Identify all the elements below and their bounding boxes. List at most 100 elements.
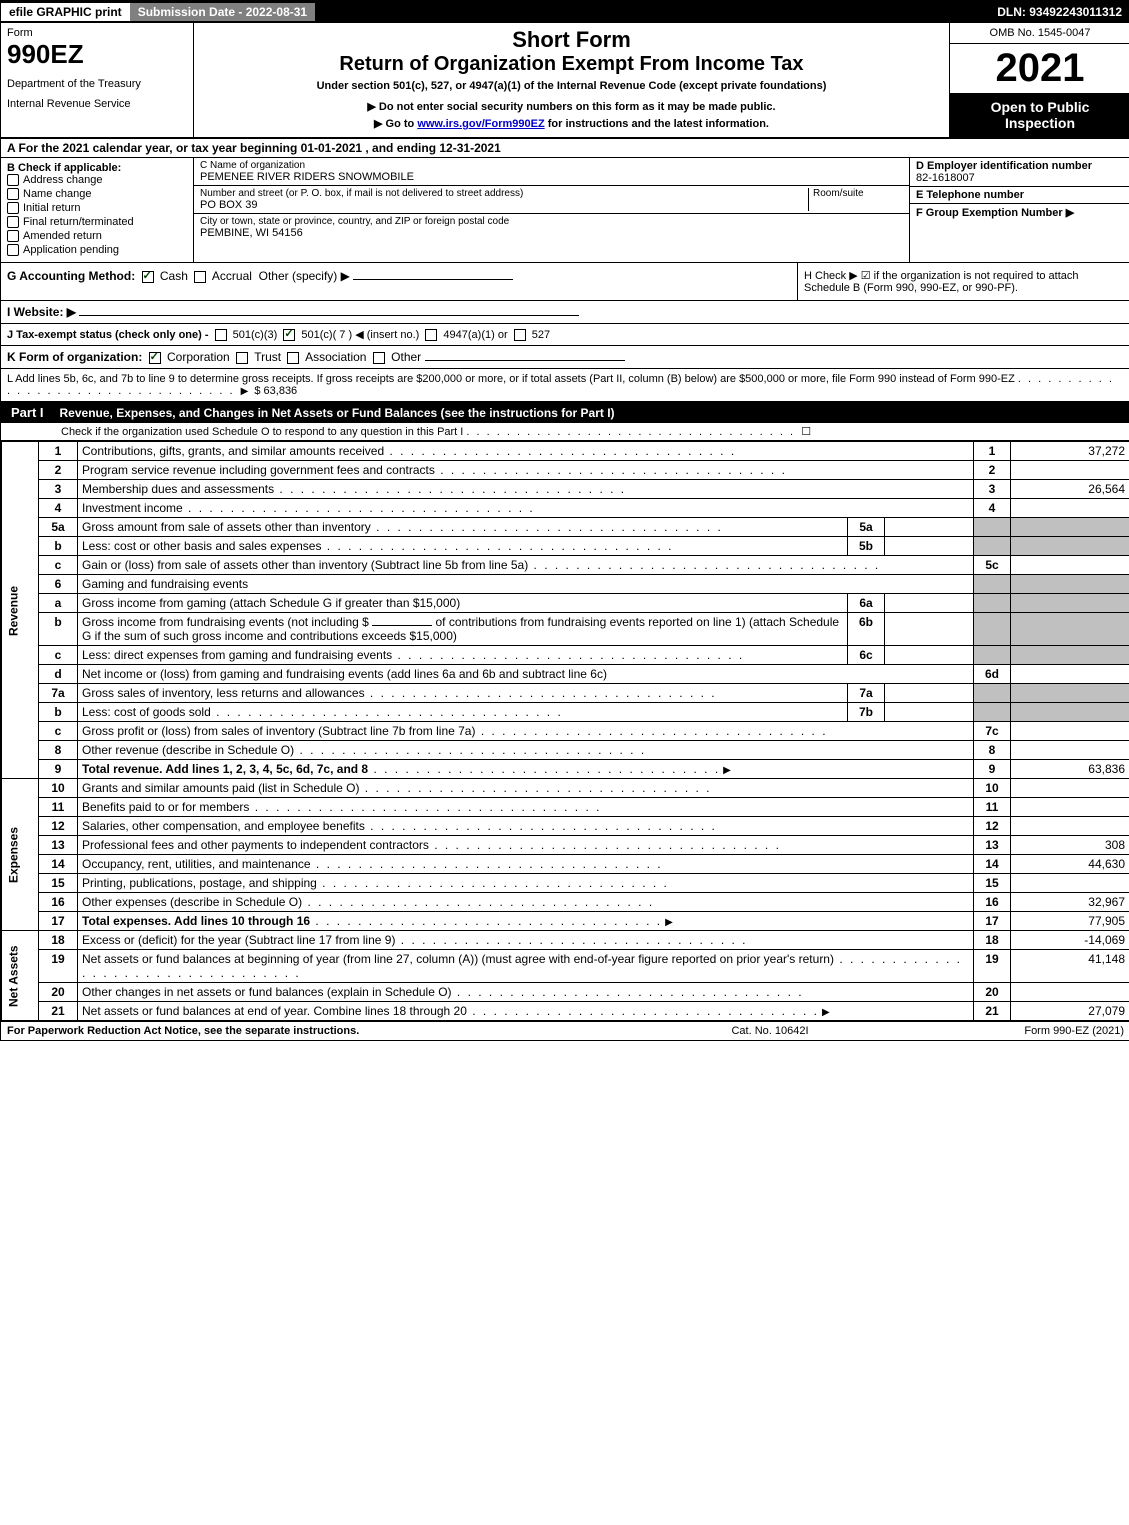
line-13: 13 Professional fees and other payments … <box>2 836 1129 855</box>
goto-link[interactable]: www.irs.gov/Form990EZ <box>417 118 544 130</box>
line7b-shade <box>974 703 1011 722</box>
check-initial-return[interactable]: Initial return <box>7 202 187 214</box>
section-i: I Website: ▶ <box>1 301 1129 324</box>
line14-num: 14 <box>39 855 78 874</box>
line17-col: 17 <box>974 912 1011 931</box>
part1-table: Revenue 1 Contributions, gifts, grants, … <box>1 441 1129 1021</box>
line20-desc: Other changes in net assets or fund bala… <box>78 983 974 1002</box>
line11-num: 11 <box>39 798 78 817</box>
line6b-blank[interactable] <box>372 625 432 626</box>
check-trust[interactable] <box>236 352 248 364</box>
short-form-title: Short Form <box>204 27 939 53</box>
other-specify-line[interactable] <box>353 279 513 280</box>
line16-desc: Other expenses (describe in Schedule O) <box>78 893 974 912</box>
line6c-shade <box>974 646 1011 665</box>
line5b-minival <box>885 537 974 556</box>
part1-label: Part I <box>1 402 54 423</box>
label-501c: 501(c)( 7 ) ◀ (insert no.) <box>301 329 419 341</box>
line-17: 17 Total expenses. Add lines 10 through … <box>2 912 1129 931</box>
line7a-shade2 <box>1011 684 1129 703</box>
check-application-pending[interactable]: Application pending <box>7 244 187 256</box>
line6-shade <box>974 575 1011 594</box>
check-association[interactable] <box>287 352 299 364</box>
line6c-mini: 6c <box>848 646 885 665</box>
line17-amount: 77,905 <box>1011 912 1129 931</box>
line4-col: 4 <box>974 499 1011 518</box>
line13-desc: Professional fees and other payments to … <box>78 836 974 855</box>
line-18: Net Assets 18 Excess or (deficit) for th… <box>2 931 1129 950</box>
line19-amount: 41,148 <box>1011 950 1129 983</box>
line-7c: c Gross profit or (loss) from sales of i… <box>2 722 1129 741</box>
part1-check-row: Check if the organization used Schedule … <box>1 423 1129 441</box>
check-4947[interactable] <box>425 329 437 341</box>
check-527[interactable] <box>514 329 526 341</box>
ein-cell: D Employer identification number 82-1618… <box>910 158 1129 187</box>
other-org-line[interactable] <box>425 360 625 361</box>
check-final-return[interactable]: Final return/terminated <box>7 216 187 228</box>
line18-col: 18 <box>974 931 1011 950</box>
footer-left: For Paperwork Reduction Act Notice, see … <box>7 1025 516 1037</box>
line11-desc: Benefits paid to or for members <box>78 798 974 817</box>
line5b-mini: 5b <box>848 537 885 556</box>
header-center: Short Form Return of Organization Exempt… <box>194 23 949 137</box>
line4-amount <box>1011 499 1129 518</box>
do-not-enter-text: ▶ Do not enter social security numbers o… <box>204 100 939 113</box>
omb-number: OMB No. 1545-0047 <box>950 23 1129 44</box>
check-501c3[interactable] <box>215 329 227 341</box>
line21-amount: 27,079 <box>1011 1002 1129 1021</box>
line-9: 9 Total revenue. Add lines 1, 2, 3, 4, 5… <box>2 760 1129 779</box>
check-corporation[interactable] <box>149 352 161 364</box>
line-21: 21 Net assets or fund balances at end of… <box>2 1002 1129 1021</box>
goto-suffix: for instructions and the latest informat… <box>545 118 769 130</box>
line15-num: 15 <box>39 874 78 893</box>
line6-num: 6 <box>39 575 78 594</box>
footer-mid: Cat. No. 10642I <box>516 1025 1025 1037</box>
line6b-desc: Gross income from fundraising events (no… <box>78 613 848 646</box>
check-amended-return[interactable]: Amended return <box>7 230 187 242</box>
org-name-label: C Name of organization <box>200 160 903 171</box>
line7c-col: 7c <box>974 722 1011 741</box>
line13-amount: 308 <box>1011 836 1129 855</box>
label-527: 527 <box>532 329 550 341</box>
check-accrual[interactable] <box>194 271 206 283</box>
line6a-minival <box>885 594 974 613</box>
line-19: 19 Net assets or fund balances at beginn… <box>2 950 1129 983</box>
form-of-org-label: K Form of organization: <box>7 350 142 364</box>
line2-amount <box>1011 461 1129 480</box>
line-7b: b Less: cost of goods sold 7b <box>2 703 1129 722</box>
line-8: 8 Other revenue (describe in Schedule O)… <box>2 741 1129 760</box>
check-name-change[interactable]: Name change <box>7 188 187 200</box>
check-other-org[interactable] <box>373 352 385 364</box>
check-501c[interactable] <box>283 329 295 341</box>
line5a-shade <box>974 518 1011 537</box>
tax-year: 2021 <box>950 44 1129 93</box>
line14-amount: 44,630 <box>1011 855 1129 874</box>
line6d-col: 6d <box>974 665 1011 684</box>
line13-col: 13 <box>974 836 1011 855</box>
website-line[interactable] <box>79 315 579 316</box>
part1-header: Part I Revenue, Expenses, and Changes in… <box>1 402 1129 423</box>
line3-col: 3 <box>974 480 1011 499</box>
line4-desc: Investment income <box>78 499 974 518</box>
section-l-amount: $ 63,836 <box>254 385 297 397</box>
org-name-value: PEMENEE RIVER RIDERS SNOWMOBILE <box>200 171 903 183</box>
efile-label[interactable]: efile GRAPHIC print <box>1 3 130 21</box>
department-label: Department of the Treasury <box>7 78 187 90</box>
telephone-cell: E Telephone number <box>910 187 1129 204</box>
check-address-change[interactable]: Address change <box>7 174 187 186</box>
section-k: K Form of organization: Corporation Trus… <box>1 346 1129 369</box>
group-exemption-label: F Group Exemption Number ▶ <box>916 206 1124 219</box>
section-b: B Check if applicable: Address change Na… <box>1 158 194 262</box>
line7c-num: c <box>39 722 78 741</box>
line7a-shade <box>974 684 1011 703</box>
check-cash[interactable] <box>142 271 154 283</box>
line-2: 2 Program service revenue including gove… <box>2 461 1129 480</box>
part1-checkbox[interactable]: ☐ <box>801 426 811 438</box>
line-1: Revenue 1 Contributions, gifts, grants, … <box>2 442 1129 461</box>
label-other-org: Other <box>391 350 421 364</box>
section-h: H Check ▶ ☑ if the organization is not r… <box>797 263 1129 300</box>
line10-desc: Grants and similar amounts paid (list in… <box>78 779 974 798</box>
line12-amount <box>1011 817 1129 836</box>
ein-label: D Employer identification number <box>916 160 1124 172</box>
line8-amount <box>1011 741 1129 760</box>
